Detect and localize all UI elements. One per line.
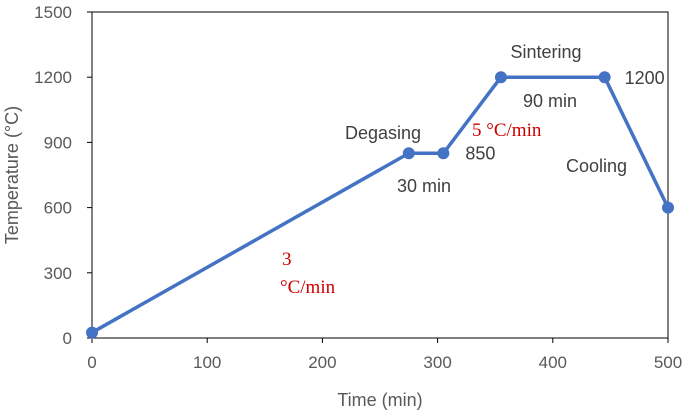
- x-tick-label: 100: [193, 353, 221, 372]
- y-tick-label: 300: [44, 264, 72, 283]
- data-point: [86, 326, 98, 339]
- annotation-label: Degasing: [345, 123, 421, 143]
- data-point: [402, 147, 415, 160]
- annotation-label: 3: [282, 249, 292, 270]
- series-layer: [86, 71, 674, 339]
- x-tick-label: 400: [539, 353, 567, 372]
- y-tick-label: 900: [44, 133, 72, 152]
- y-tick-label: 1200: [34, 68, 72, 87]
- y-axis-ticks: 0 300 600 900 1200 1500: [34, 3, 92, 348]
- y-axis-label: Temperature (°C): [2, 106, 22, 244]
- annotation-label: Cooling: [566, 156, 627, 176]
- y-tick-label: 600: [44, 199, 72, 218]
- annotation-label: 5 °C/min: [472, 120, 542, 141]
- data-point: [494, 71, 507, 84]
- series-line: [91, 75, 670, 335]
- x-tick-label: 500: [654, 353, 682, 372]
- data-point: [598, 71, 611, 84]
- y-tick-label: 1500: [34, 3, 72, 22]
- x-axis-label: Time (min): [337, 390, 422, 410]
- annotation-label: 850: [465, 143, 495, 163]
- annotation-label: 1200: [625, 68, 665, 88]
- x-tick-label: 0: [87, 353, 96, 372]
- x-tick-label: 300: [423, 353, 451, 372]
- x-tick-label: 200: [308, 353, 336, 372]
- x-axis-ticks: 0 100 200 300 400 500: [87, 338, 682, 372]
- annotation-label: 30 min: [397, 176, 451, 196]
- data-point: [437, 147, 450, 160]
- annotation-label: 90 min: [523, 91, 577, 111]
- annotation-label: °C/min: [280, 277, 336, 298]
- annotation-label: Sintering: [510, 42, 581, 62]
- y-tick-label: 0: [63, 329, 72, 348]
- plot-area: [91, 11, 669, 339]
- data-point: [662, 201, 674, 214]
